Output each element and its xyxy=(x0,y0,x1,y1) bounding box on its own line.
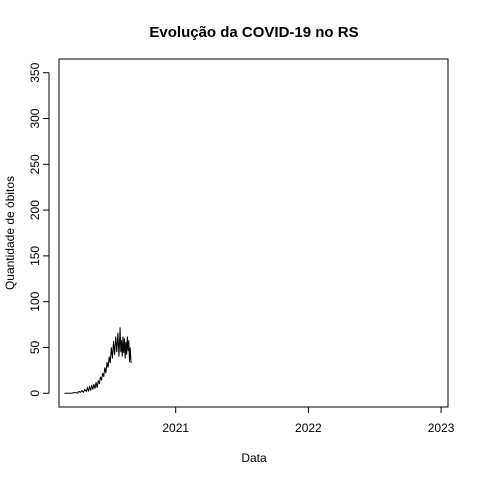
x-tick-label: 2021 xyxy=(162,421,189,435)
y-tick-label: 250 xyxy=(28,154,42,174)
y-tick-label: 0 xyxy=(28,390,42,397)
y-tick-label: 100 xyxy=(28,291,42,311)
y-axis-label: Quantidade de óbitos xyxy=(3,176,17,290)
x-tick-label: 2023 xyxy=(428,421,455,435)
x-tick-label: 2022 xyxy=(295,421,322,435)
series-line xyxy=(64,327,132,394)
y-tick-label: 200 xyxy=(28,200,42,220)
y-axis: 0 50 100 150 200 250 300 350 xyxy=(28,62,50,397)
y-tick-label: 300 xyxy=(28,108,42,128)
y-tick-label: 350 xyxy=(28,62,42,82)
x-axis: 2021 2022 2023 xyxy=(162,406,455,435)
chart-title: Evolução da COVID-19 no RS xyxy=(149,24,358,41)
y-tick-label: 50 xyxy=(28,340,42,354)
series-layer xyxy=(64,327,132,394)
x-axis-label: Data xyxy=(241,451,267,465)
plot-area-frame xyxy=(58,58,449,408)
y-tick-label: 150 xyxy=(28,246,42,266)
